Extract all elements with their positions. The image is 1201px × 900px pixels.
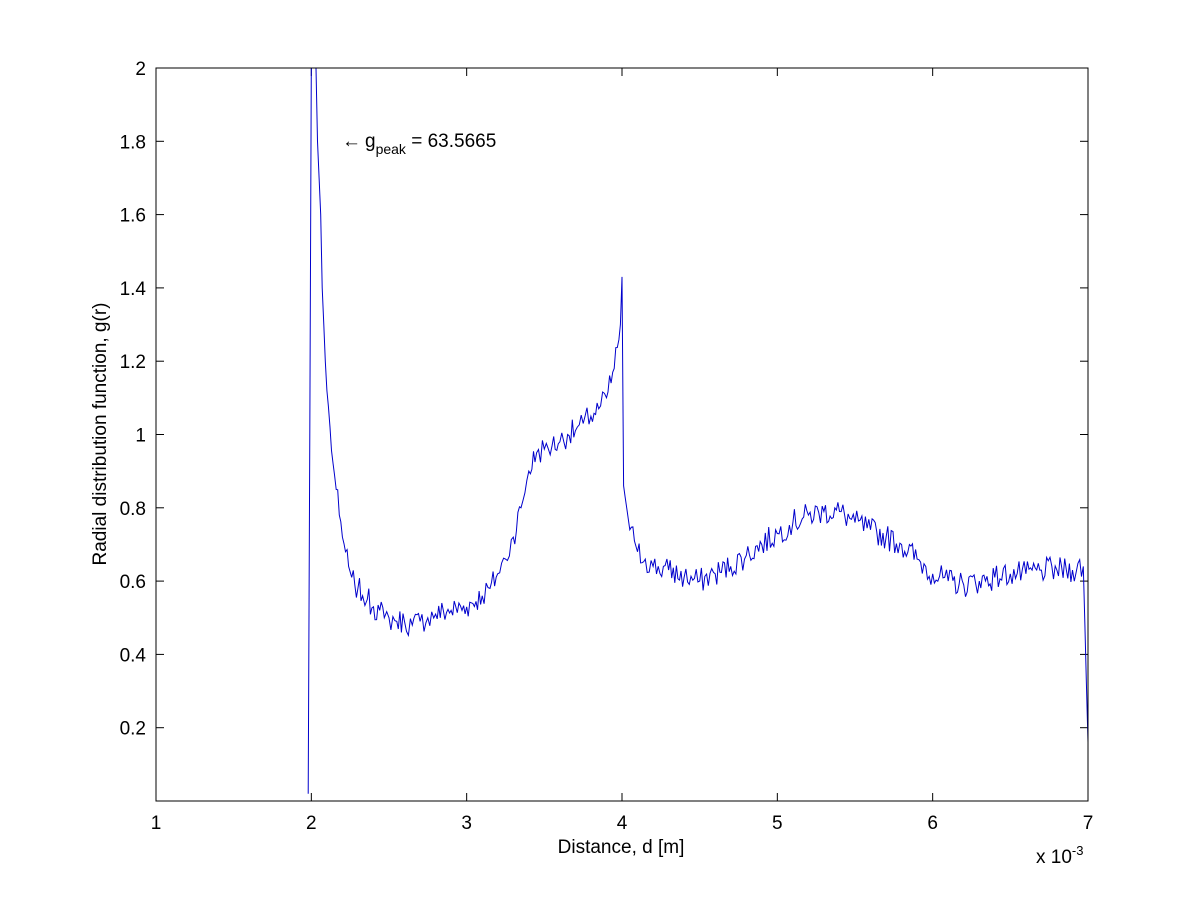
x-tick-label: 7 <box>1083 813 1094 834</box>
y-tick-label: 1 <box>135 426 146 447</box>
x-tick-label: 3 <box>461 813 472 834</box>
y-tick-label: 1.4 <box>120 279 147 300</box>
y-tick-label: 0.2 <box>120 719 146 740</box>
y-tick-label: 1.2 <box>120 352 146 373</box>
y-tick-label: 0.8 <box>120 499 146 520</box>
x-scale-factor: x 10-3 <box>1036 843 1083 868</box>
series-line <box>307 67 1089 794</box>
peak-annotation: ← gpeak = 63.5665 <box>342 131 496 157</box>
y-tick-label: 0.4 <box>120 645 147 666</box>
y-axis-title: Radial distribution function, g(r) <box>90 303 111 566</box>
x-tick-label: 2 <box>306 813 317 834</box>
axes-box <box>155 67 1089 802</box>
x-tick-label: 1 <box>151 813 162 834</box>
x-tick-label: 5 <box>772 813 783 834</box>
x-axis-title: Distance, d [m] <box>558 837 685 858</box>
y-tick-label: 0.6 <box>120 572 146 593</box>
plot-area <box>156 68 1088 801</box>
x-tick-label: 6 <box>927 813 938 834</box>
y-tick-label: 1.6 <box>120 206 146 227</box>
y-tick-label: 1.8 <box>120 132 146 153</box>
y-tick-label: 2 <box>135 59 146 80</box>
x-tick-label: 4 <box>617 813 628 834</box>
annotation-arrow: ← <box>342 131 361 152</box>
tick-labels: 1 2 3 4 5 6 7 0.2 0.4 0.6 0.8 1 1.2 1.4 1.6 1.8 2 <box>120 59 1094 834</box>
